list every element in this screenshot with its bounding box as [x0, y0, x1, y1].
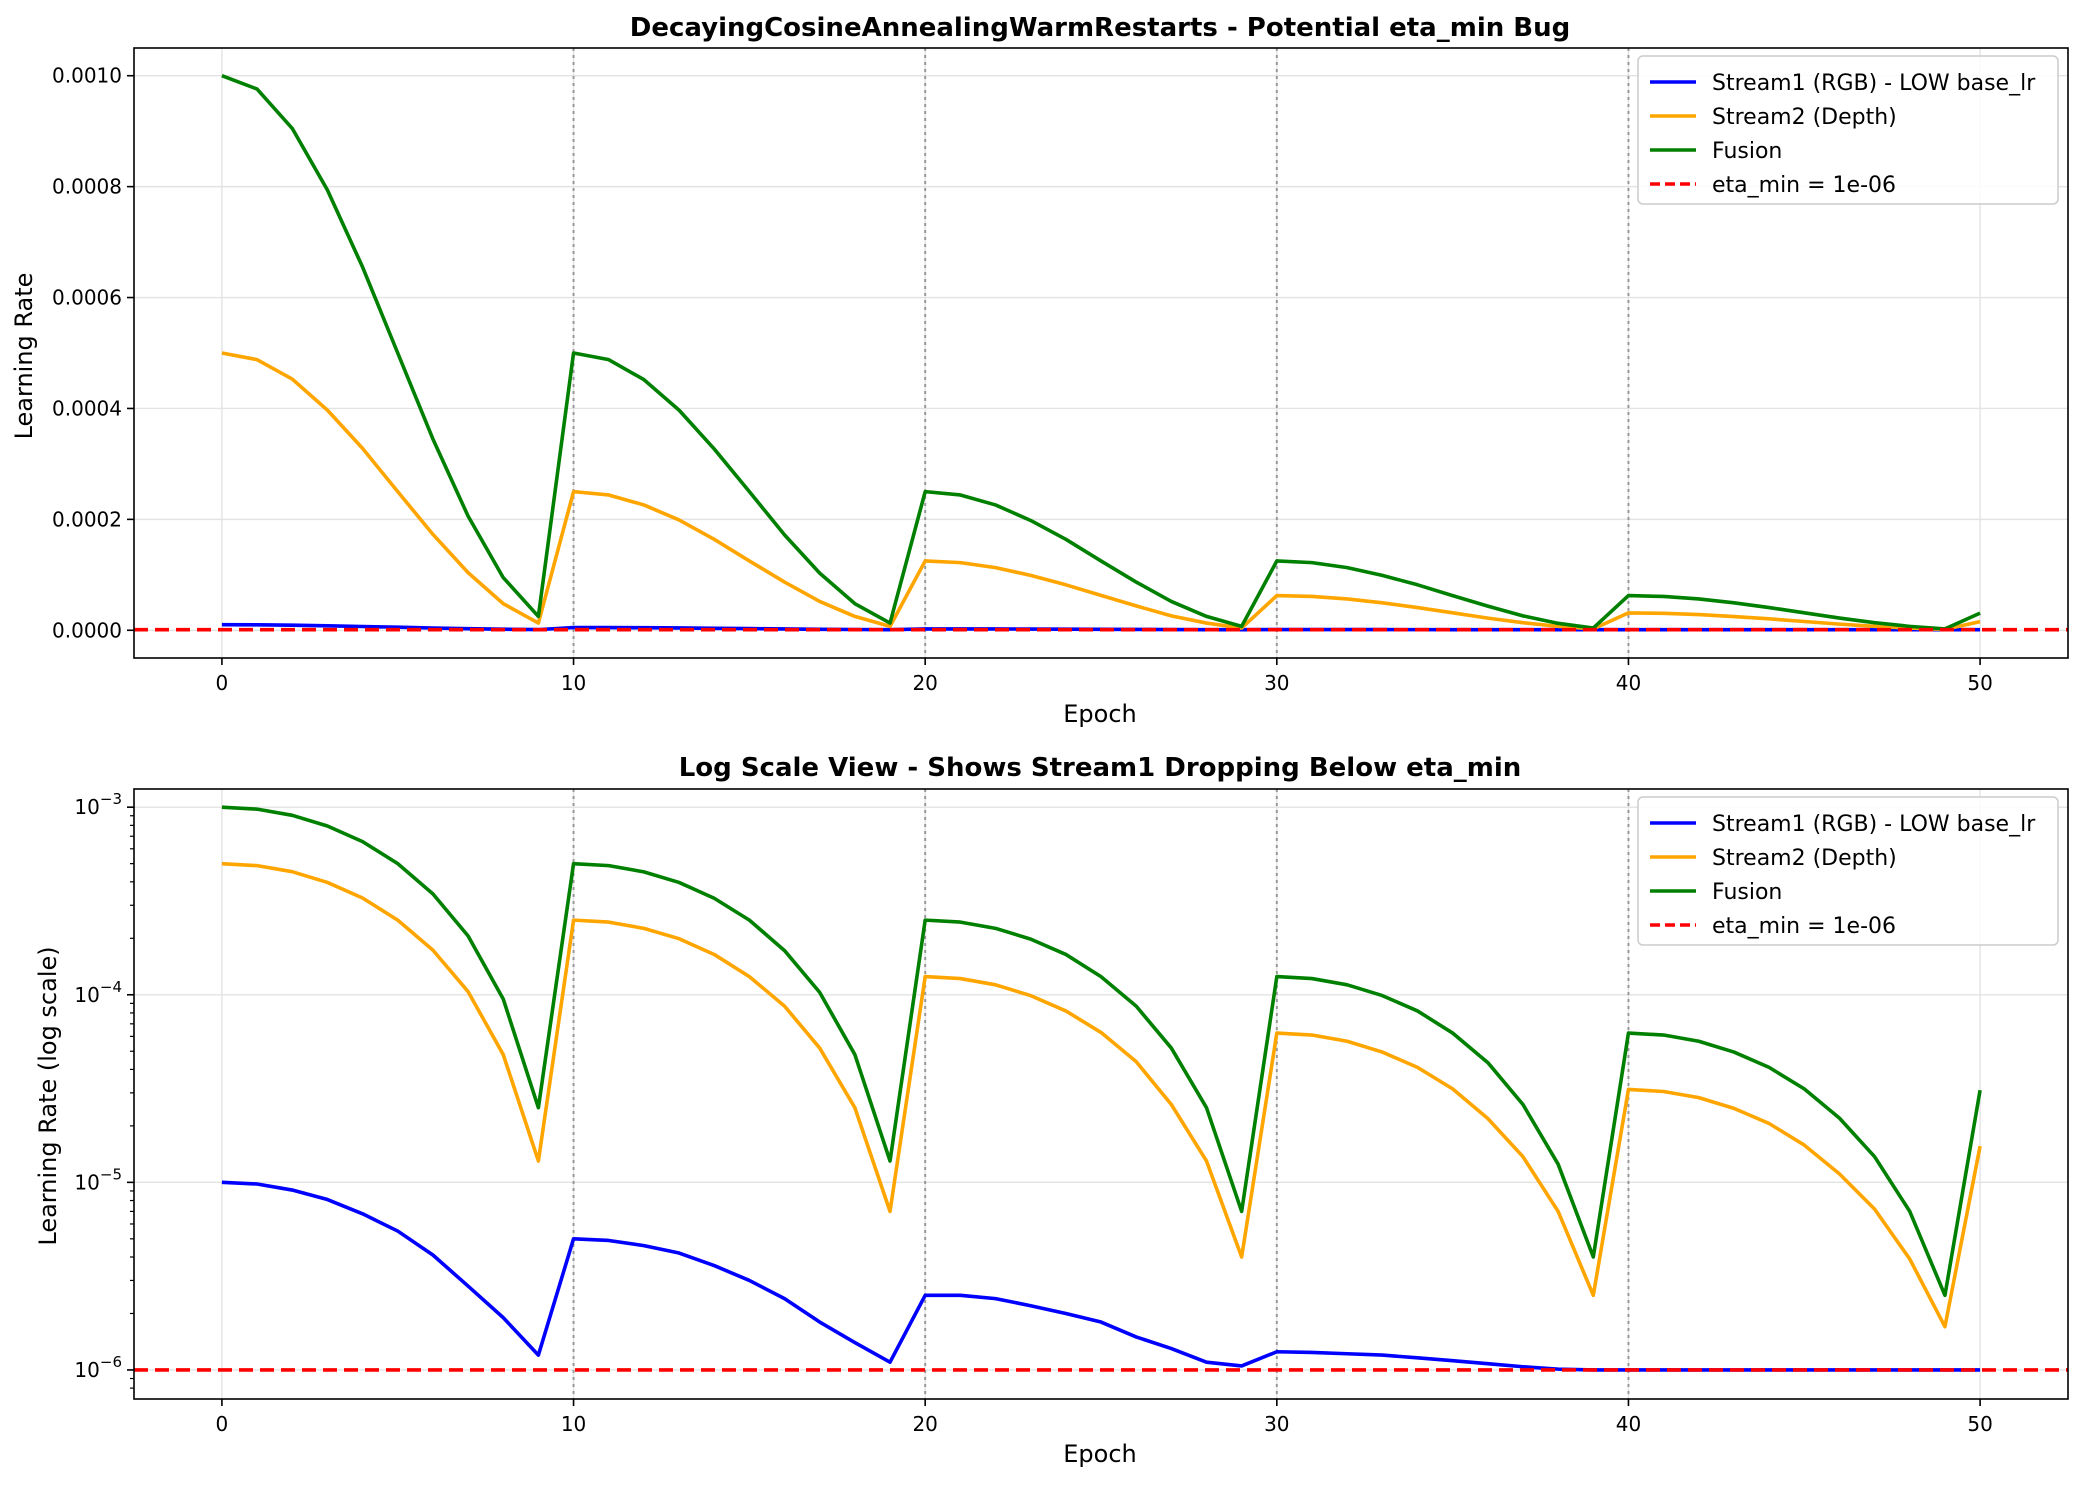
legend-label: Fusion: [1712, 139, 1782, 164]
y-tick-label: 0.0006: [52, 286, 122, 310]
linear-scale-panel: DecayingCosineAnnealingWarmRestarts - Po…: [10, 13, 2069, 728]
series-line-3: [221, 74, 1981, 631]
x-tick-label: 50: [1967, 1412, 1992, 1436]
x-tick-label: 0: [216, 1412, 229, 1436]
x-tick-label: 40: [1616, 671, 1641, 695]
y-tick-label: 0.0000: [52, 618, 122, 642]
legend-label: Stream2 (Depth): [1712, 846, 1897, 871]
y-tick-label: 10−4: [74, 978, 122, 1007]
y-tick-label: 10−6: [74, 1353, 122, 1382]
legend-label: Stream1 (RGB) - LOW base_lr: [1712, 812, 2036, 837]
y-tick-label: 0.0010: [52, 64, 122, 88]
x-tick-label: 40: [1616, 1412, 1641, 1436]
series-line-2: [221, 351, 1981, 632]
legend-label: Stream2 (Depth): [1712, 105, 1897, 130]
log-scale-panel: Log Scale View - Shows Stream1 Dropping …: [34, 753, 2069, 1468]
x-axis-label: Epoch: [1063, 700, 1137, 728]
y-tick-label: 10−5: [74, 1165, 122, 1194]
legend-label: Stream1 (RGB) - LOW base_lr: [1712, 71, 2036, 96]
legend-box: [1637, 796, 2059, 946]
y-tick-label: 0.0004: [52, 396, 122, 420]
x-tick-label: 10: [561, 671, 586, 695]
legend-label: Fusion: [1712, 880, 1782, 905]
legend-box: [1637, 55, 2059, 205]
chart-title: Log Scale View - Shows Stream1 Dropping …: [679, 753, 1522, 783]
legend-label: eta_min = 1e-06: [1712, 173, 1896, 198]
y-axis-label: Learning Rate (log scale): [34, 946, 62, 1245]
x-tick-label: 20: [912, 671, 937, 695]
chart-title: DecayingCosineAnnealingWarmRestarts - Po…: [630, 13, 1570, 43]
legend-label: eta_min = 1e-06: [1712, 914, 1896, 939]
y-tick-label: 10−3: [74, 790, 122, 819]
legend: Stream1 (RGB) - LOW base_lr Stream2 (Dept…: [1637, 55, 2059, 205]
y-tick-label: 0.0008: [52, 175, 122, 199]
x-axis-label: Epoch: [1063, 1440, 1137, 1468]
x-tick-label: 20: [912, 1412, 937, 1436]
x-tick-label: 50: [1967, 671, 1992, 695]
y-tick-label: 0.0002: [52, 507, 122, 531]
x-tick-label: 0: [216, 671, 229, 695]
legend: Stream1 (RGB) - LOW base_lr Stream2 (Dept…: [1637, 796, 2059, 946]
series-line-3: [221, 805, 1982, 1298]
plot-frame: [133, 788, 2069, 1400]
x-tick-label: 10: [561, 1412, 586, 1436]
x-tick-label: 30: [1264, 1412, 1289, 1436]
series-line-1: [221, 1180, 1981, 1372]
plot-frame: [133, 47, 2069, 659]
y-axis-label: Learning Rate: [10, 273, 38, 440]
plot-area: [134, 789, 2068, 1399]
series-line-2: [221, 861, 1982, 1329]
x-tick-label: 30: [1264, 671, 1289, 695]
